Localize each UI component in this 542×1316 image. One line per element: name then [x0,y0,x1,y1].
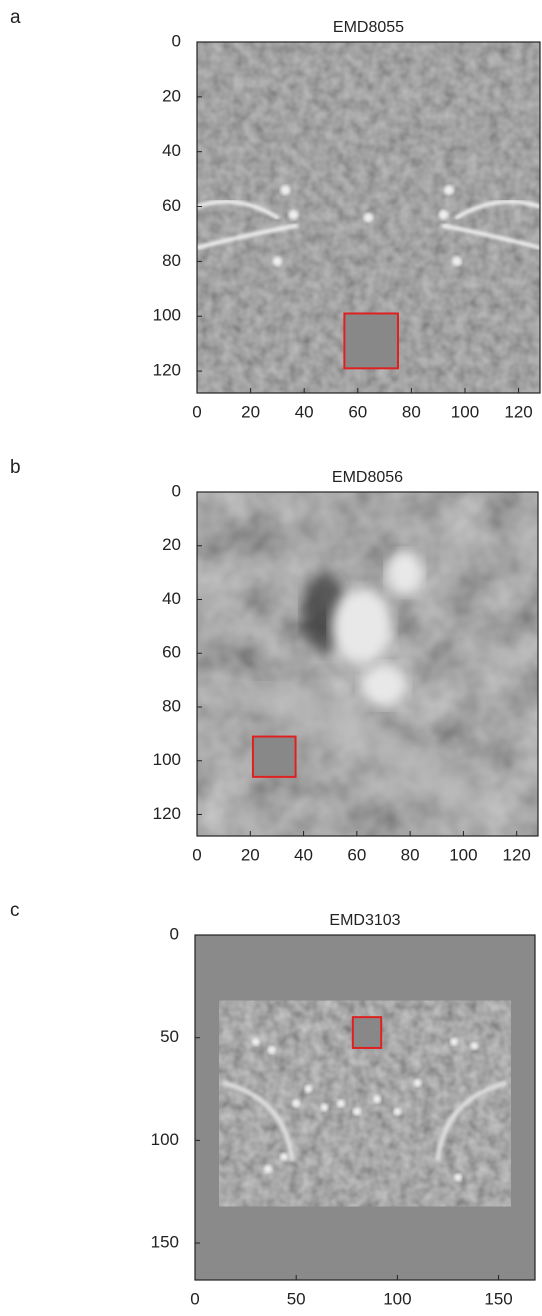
x-tick-label: 50 [287,1289,306,1308]
panel: c EMD3103 0 50 100 150 0 50 100 150 [10,900,536,1308]
image-feature [332,588,393,665]
x-tick-label: 40 [294,845,313,864]
panel-label: a [10,7,21,28]
x-tick-label: 0 [190,1289,199,1308]
image-feature [280,1152,289,1161]
image-feature [320,1103,329,1112]
frame [194,934,536,1281]
x-tick-label: 120 [503,845,531,864]
x-tick-label: 100 [383,1289,411,1308]
x-tick-label: 0 [192,402,201,421]
y-tick-label: 60 [162,643,181,662]
x-tick-label: 100 [449,845,477,864]
image-feature [292,1099,301,1108]
image-feature [251,1037,260,1046]
image-feature [263,1165,272,1174]
image-feature [435,1080,508,1162]
x-tick-label: 100 [451,402,479,421]
image [197,42,540,393]
x-tick-label: 80 [401,845,420,864]
image-feature [336,1099,345,1108]
y-tick-label: 120 [153,361,181,380]
y-tick-label: 100 [153,306,181,325]
image-feature [373,1095,382,1104]
highlight-box [351,1016,383,1049]
image-feature [363,212,374,223]
x-tick-label: 150 [484,1289,512,1308]
image-feature [443,185,454,196]
panel-label: b [10,457,21,478]
image-feature [197,199,280,220]
y-tick-label: 60 [162,196,181,215]
y-tick-label: 100 [151,1130,179,1149]
y-tick-label: 80 [162,696,181,715]
image-feature [470,1041,479,1050]
image-feature [413,1078,422,1087]
image-noise [197,492,538,836]
y-tick-label: 40 [162,589,181,608]
image [195,935,535,1280]
image-feature [352,1107,361,1116]
image-feature [272,256,283,267]
image-feature [267,1046,276,1054]
image-feature [304,1085,313,1094]
image-feature [359,663,408,708]
image-feature [386,550,423,595]
image-feature [280,185,291,196]
image-feature [288,209,299,220]
image-feature [451,256,462,267]
image-feature [393,1107,402,1116]
panel-title: EMD8055 [333,19,404,36]
image-feature [438,209,449,220]
frame [196,491,539,837]
panel-title: EMD8056 [332,469,403,486]
frame [196,41,541,394]
x-tick-label: 120 [504,402,532,421]
x-tick-label: 60 [348,402,367,421]
panel: b EMD8056 0 20 40 60 80 100 120 0 20 40 60 80 100 120 [10,457,539,864]
y-tick-label: 20 [162,86,181,105]
image-feature [441,223,540,250]
x-tick-label: 60 [347,845,366,864]
image-tone [197,492,538,836]
y-tick-label: 100 [153,750,181,769]
y-tick-label: 150 [151,1233,179,1252]
x-tick-label: 20 [241,402,260,421]
y-tick-label: 40 [162,141,181,160]
highlight-box [251,735,297,778]
y-tick-label: 120 [153,804,181,823]
image-feature [454,1173,463,1182]
image-feature [454,199,540,220]
y-tick-label: 50 [160,1027,179,1046]
y-tick-label: 0 [172,481,181,500]
panel-title: EMD3103 [329,912,400,929]
panel: a EMD8055 0 20 40 60 80 100 120 0 20 40 60 80 100 120 [10,7,541,421]
y-tick-label: 0 [170,924,179,943]
highlight-box [343,312,399,370]
image-feature [246,679,499,827]
x-tick-label: 0 [192,845,201,864]
x-tick-label: 80 [402,402,421,421]
y-tick-label: 20 [162,535,181,554]
x-tick-label: 40 [295,402,314,421]
y-tick-label: 0 [172,31,181,50]
y-tick-label: 80 [162,251,181,270]
x-tick-label: 20 [241,845,260,864]
panel-label: c [10,900,20,921]
image-feature [222,1080,295,1162]
image-feature [450,1037,459,1046]
image [197,492,538,836]
image-feature [197,223,299,250]
